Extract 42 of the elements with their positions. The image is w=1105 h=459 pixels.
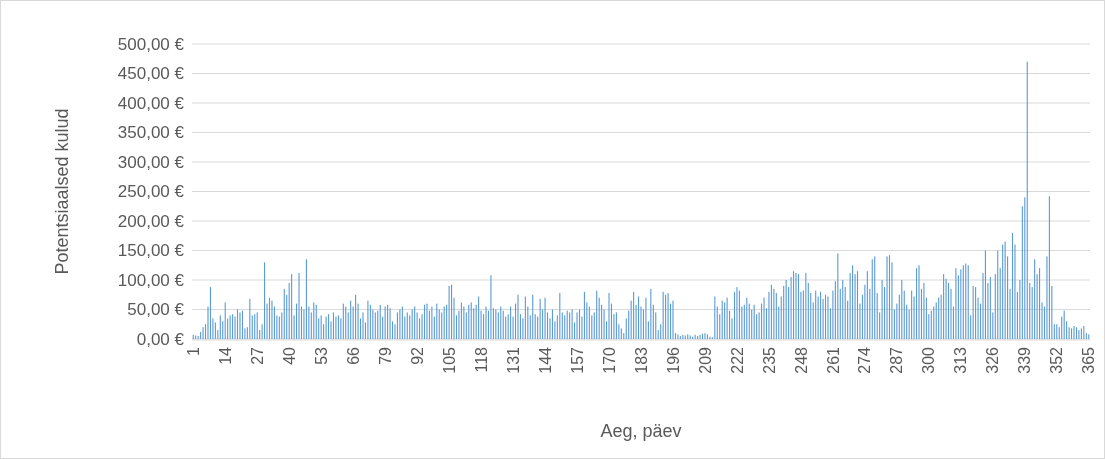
x-tick-label: 365 <box>1080 346 1098 374</box>
y-tick-label: 450,00 € <box>117 64 185 84</box>
y-axis-title: Potentsiaalsed kulud <box>52 108 72 275</box>
y-tick-label: 250,00 € <box>117 182 185 202</box>
y-tick-label: 350,00 € <box>117 123 185 143</box>
x-tick-label: 313 <box>952 346 970 374</box>
y-tick-label: 200,00 € <box>117 211 185 231</box>
x-tick-label: 261 <box>824 346 842 374</box>
x-tick-label: 222 <box>728 346 746 374</box>
x-tick-label: 209 <box>696 346 714 374</box>
x-tick-label: 170 <box>600 346 618 374</box>
x-tick-label: 118 <box>472 346 490 373</box>
x-tick-label: 352 <box>1048 346 1066 374</box>
y-tick-label: 0,00 € <box>136 329 185 349</box>
x-tick-label: 131 <box>504 346 522 374</box>
x-tick-label: 248 <box>792 346 810 374</box>
y-tick-label: 400,00 € <box>117 93 185 113</box>
y-tick-label: 50,00 € <box>127 300 185 320</box>
x-tick-label: 183 <box>632 346 650 374</box>
x-axis-title: Aeg, päev <box>600 421 682 441</box>
x-tick-label: 14 <box>216 346 234 365</box>
x-tick-label: 27 <box>248 346 266 365</box>
x-tick-label: 144 <box>536 346 554 374</box>
x-tick-label: 79 <box>376 346 394 365</box>
x-tick-label: 92 <box>408 346 426 365</box>
x-tick-label: 300 <box>920 346 938 374</box>
x-tick-label: 105 <box>440 346 458 374</box>
x-tick-label: 326 <box>984 346 1002 374</box>
y-tick-label: 500,00 € <box>117 34 185 54</box>
y-tick-label: 150,00 € <box>117 241 185 261</box>
x-tick-label: 40 <box>280 346 298 365</box>
x-tick-label: 339 <box>1016 346 1034 374</box>
x-tick-label: 53 <box>312 346 330 365</box>
x-tick-label: 157 <box>568 346 586 374</box>
x-tick-label: 274 <box>856 346 874 374</box>
x-tick-label: 196 <box>664 346 682 374</box>
y-tick-label: 300,00 € <box>117 152 185 172</box>
x-tick-label: 235 <box>760 346 778 374</box>
x-tick-label: 1 <box>184 346 202 356</box>
x-tick-label: 66 <box>344 346 362 365</box>
y-tick-label: 100,00 € <box>117 270 185 290</box>
x-tick-label: 287 <box>888 346 906 374</box>
